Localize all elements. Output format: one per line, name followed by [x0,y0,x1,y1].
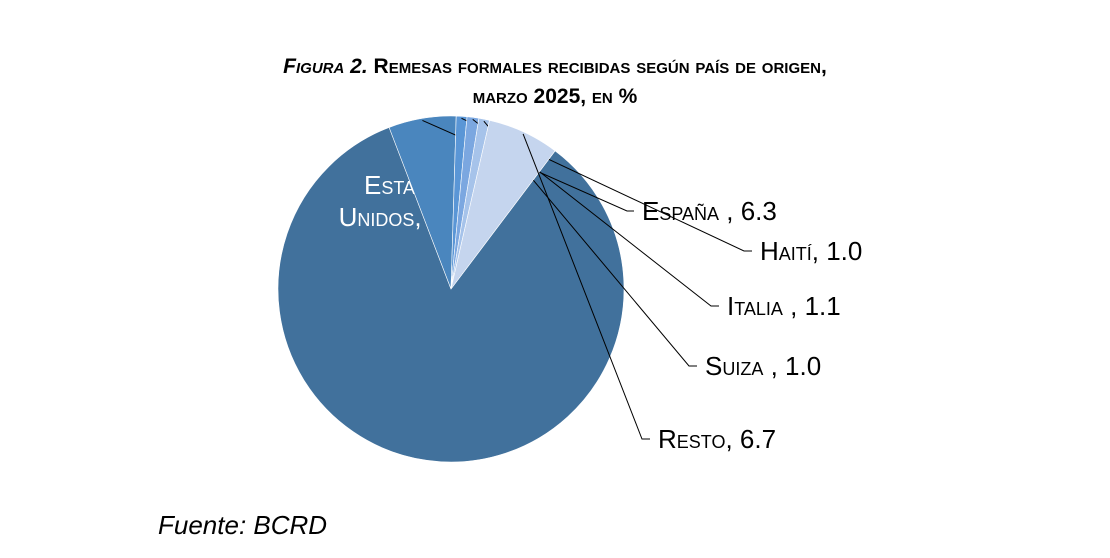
chart-title: Figura 2. Remesas formales recibidas seg… [0,52,1110,112]
chart-title-line-2: marzo 2025, en % [472,85,638,108]
chart-title-line-1: Figura 2. Remesas formales recibidas seg… [0,52,1110,82]
leader-line-resto [522,133,650,440]
data-label-espana: España , 6.3 [642,196,777,226]
leader-line-italia [472,118,719,307]
leader-line-suiza [483,120,697,367]
pie-slice-resto [450,119,556,290]
data-label-haiti: Haití, 1.0 [760,236,862,266]
pie-slice-estados-unidos [277,127,625,463]
figure-label: Figura 2. [283,55,368,78]
data-label-resto: Resto, 6.7 [658,424,776,454]
leader-line-haiti [461,117,752,252]
data-label-suiza: Suiza , 1.0 [705,351,821,381]
data-label-italia: Italia , 1.1 [727,291,841,321]
source-note: Fuente: BCRD [158,510,328,540]
chart-title-text-1: Remesas formales recibidas según país de… [373,55,827,78]
